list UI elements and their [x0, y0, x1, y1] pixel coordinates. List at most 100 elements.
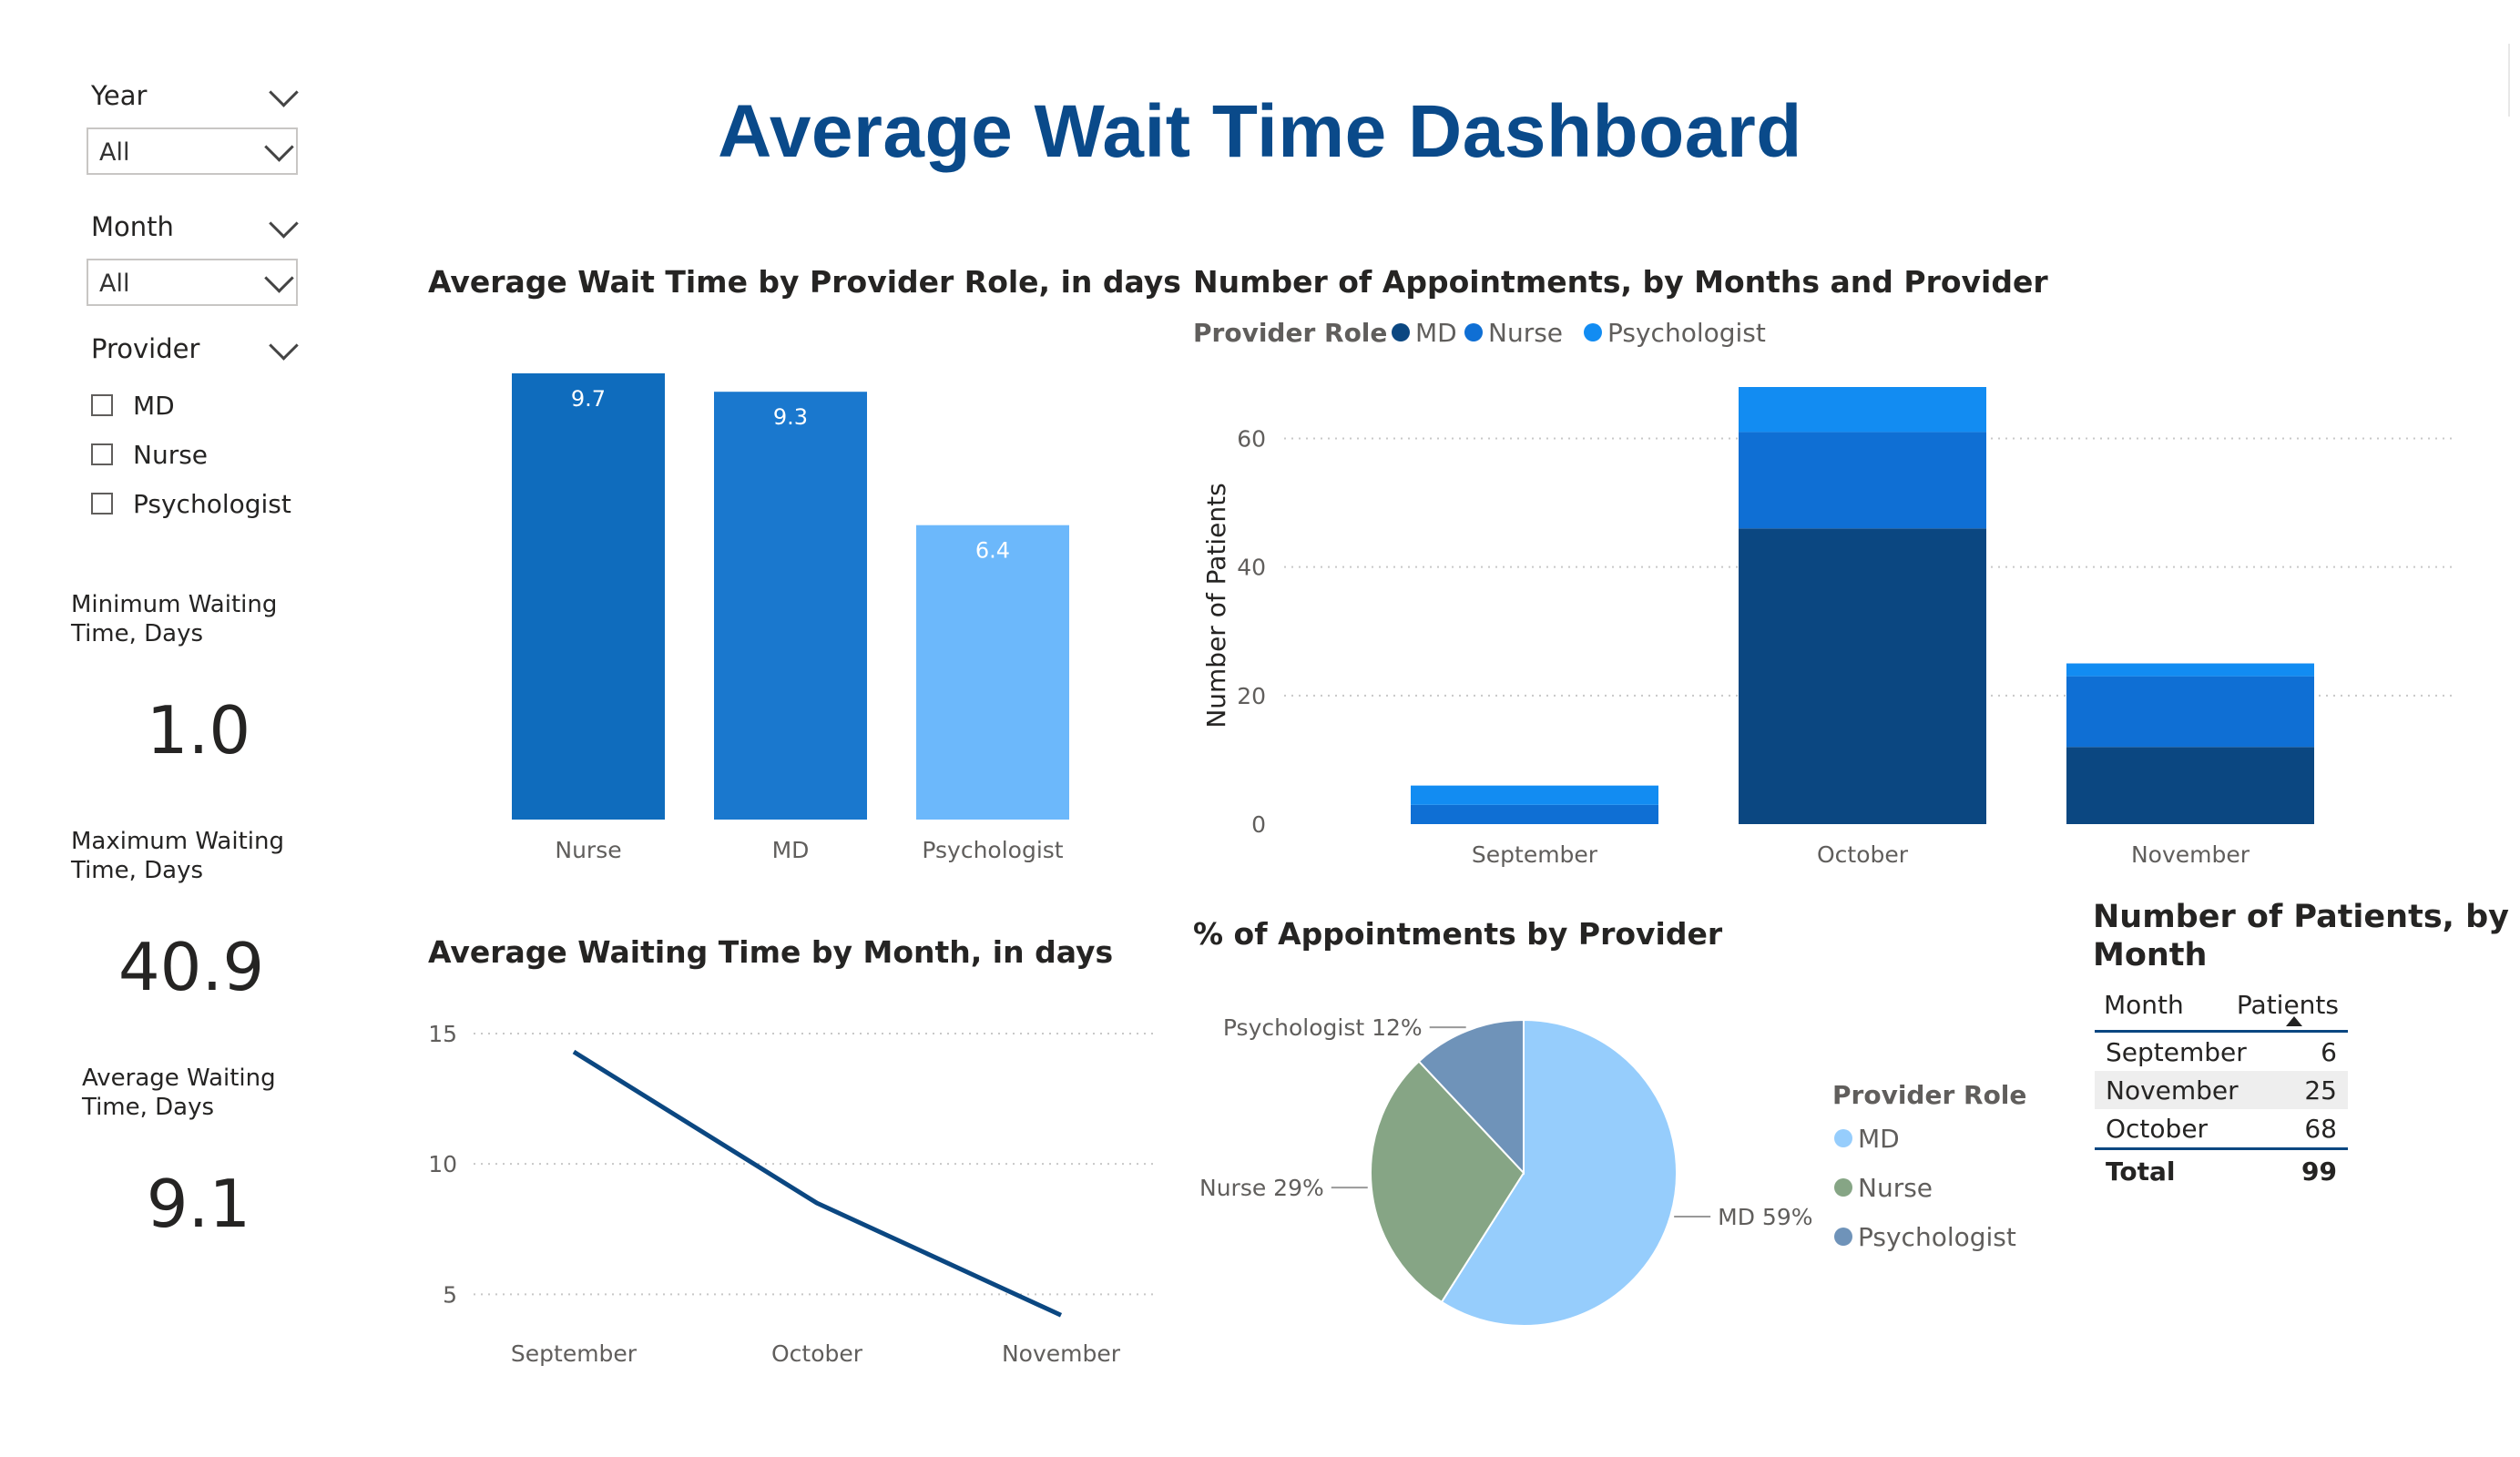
y-tick-label: 20 [1237, 683, 1266, 709]
bar [916, 525, 1069, 820]
kpi-value: 9.1 [146, 1166, 251, 1242]
chart-title-appointments: Number of Appointments, by Months and Pr… [1193, 264, 2048, 300]
table-cell-month: September [2106, 1036, 2247, 1067]
x-tick-label: November [1002, 1340, 1121, 1367]
month-slicer-label: Month [91, 211, 174, 242]
bar-segment [1411, 785, 1658, 805]
y-tick-label: 40 [1237, 555, 1266, 581]
bar-segment [1739, 528, 1986, 824]
x-tick-label: MD [772, 837, 810, 863]
checkbox[interactable] [91, 394, 113, 416]
chart-appointments-by-month: Provider Role MD Nurse Psychologist 0 20 40 60 N… [1193, 318, 2454, 868]
bar-segment [1411, 804, 1658, 824]
series-line [572, 1049, 1063, 1318]
kpi-label: Maximum Waiting [71, 828, 284, 855]
x-tick-label: October [771, 1340, 863, 1367]
bar-segment [2066, 676, 2314, 748]
year-dropdown[interactable]: All [87, 127, 298, 175]
y-axis-title: Number of Patients [1201, 483, 1231, 728]
kpi-label: Time, Days [82, 1094, 215, 1121]
bar-segment [2066, 663, 2314, 677]
legend-label: Nurse [1488, 318, 1563, 348]
data-label: 9.7 [571, 386, 606, 412]
provider-option-nurse[interactable]: Nurse [91, 430, 291, 479]
table-title-line: Number of Patients, by [2093, 899, 2509, 935]
checkbox[interactable] [91, 493, 113, 515]
year-dropdown-value: All [99, 138, 130, 167]
x-tick-label: September [511, 1340, 638, 1367]
pie-slice [1417, 1018, 1525, 1176]
table-title-line: Month [2093, 937, 2208, 973]
y-tick-label: 5 [443, 1281, 457, 1308]
x-tick-label: November [2131, 841, 2250, 868]
table-row: November 25 [2095, 1071, 2348, 1109]
chart-wait-by-month: 5 10 15 September October November [428, 1021, 1157, 1367]
legend-marker [1834, 1129, 1852, 1147]
table-title: Number of Patients, by Month [2093, 898, 2509, 974]
table-cell-patients: 25 [2304, 1075, 2337, 1105]
x-tick-label: Psychologist [922, 837, 1063, 863]
checkbox-label: MD [133, 390, 175, 421]
sort-asc-icon [2286, 1016, 2302, 1026]
legend-marker [1464, 323, 1483, 341]
table-cell-month: October [2106, 1113, 2209, 1144]
legend-label: MD [1858, 1124, 1900, 1154]
table-header-row: Month Patients [2095, 979, 2348, 1033]
legend-label: Psychologist [1858, 1222, 2016, 1252]
x-tick-label: September [1472, 841, 1598, 868]
pie-slice [1440, 1018, 1678, 1327]
page-title: Average Wait Time Dashboard [718, 90, 1802, 173]
kpi-max-wait: Maximum Waiting Time, Days 40.9 [71, 827, 328, 1005]
table-row: October 68 [2095, 1109, 2348, 1147]
chevron-down-icon [264, 263, 294, 293]
chart-pct-by-provider: MD 59% Nurse 29% Psychologist 12% Provider … [1199, 1014, 2026, 1327]
legend-label: MD [1415, 318, 1457, 348]
data-label: 9.3 [773, 404, 808, 430]
legend-title: Provider Role [1193, 318, 1387, 348]
bar-segment [1739, 432, 1986, 529]
checkbox-label: Nurse [133, 439, 209, 470]
x-tick-label: October [1817, 841, 1909, 868]
table-body: September 6 November 25 October 68 [2095, 1033, 2348, 1147]
chart-title-pct-by-provider: % of Appointments by Provider [1193, 916, 1723, 952]
month-slicer[interactable]: Month [91, 209, 310, 242]
chart-title-wait-by-month: Average Waiting Time by Month, in days [428, 934, 1114, 970]
y-tick-label: 15 [428, 1021, 457, 1047]
kpi-value: 40.9 [117, 929, 265, 1005]
table-cell-patients: 68 [2304, 1113, 2337, 1144]
pie-slice [1370, 1060, 1525, 1304]
data-label: Psychologist 12% [1223, 1014, 1423, 1041]
bar [714, 392, 867, 820]
divider [2508, 44, 2510, 117]
legend-marker [1392, 323, 1410, 341]
table-cell-month: November [2106, 1075, 2239, 1105]
provider-slicer[interactable]: Provider [91, 331, 310, 364]
y-tick-label: 60 [1237, 425, 1266, 452]
table-total-label: Total [2106, 1156, 2176, 1187]
y-tick-label: 0 [1251, 811, 1266, 838]
month-dropdown[interactable]: All [87, 259, 298, 306]
legend-title: Provider Role [1832, 1080, 2026, 1110]
legend-marker [1834, 1178, 1852, 1197]
checkbox[interactable] [91, 443, 113, 465]
table-header-month[interactable]: Month [2104, 989, 2184, 1020]
chart-title-wait-by-role: Average Wait Time by Provider Role, in d… [428, 264, 1181, 300]
year-slicer-label: Year [91, 80, 148, 111]
provider-slicer-label: Provider [91, 333, 200, 364]
data-label: MD 59% [1718, 1204, 1812, 1230]
provider-options: MD Nurse Psychologist [91, 381, 291, 528]
provider-option-psychologist[interactable]: Psychologist [91, 479, 291, 528]
table-cell-patients: 6 [2321, 1036, 2337, 1067]
table-row: September 6 [2095, 1033, 2348, 1071]
table-header-patients[interactable]: Patients [2236, 989, 2339, 1020]
year-slicer[interactable]: Year [91, 77, 310, 111]
kpi-label: Time, Days [71, 620, 204, 647]
bar-segment [1739, 387, 1986, 433]
provider-option-md[interactable]: MD [91, 381, 291, 430]
legend-label: Nurse [1858, 1173, 1933, 1203]
patients-table: Month Patients September 6 November 25 Octob… [2095, 979, 2348, 1192]
legend-marker [1584, 323, 1602, 341]
data-label: 6.4 [975, 538, 1010, 564]
kpi-min-wait: Minimum Waiting Time, Days 1.0 [71, 590, 335, 769]
legend-label: Psychologist [1607, 318, 1766, 348]
